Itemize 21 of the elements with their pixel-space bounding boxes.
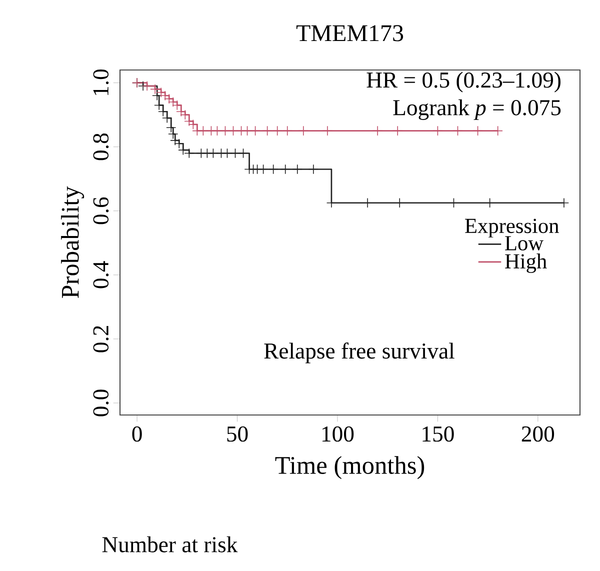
y-tick-label: 0.0 [93, 390, 109, 416]
annotation: Relapse free survival [264, 342, 454, 364]
chart-title: TMEM173 [296, 25, 404, 42]
legend-label: Low [505, 236, 544, 250]
x-tick-label: 150 [422, 426, 454, 442]
x-tick-label: 50 [227, 426, 248, 442]
x-tick-label: 200 [522, 426, 554, 442]
x-tick-label: 100 [322, 426, 354, 442]
annotation: Logrank p = 0.075 [393, 99, 561, 120]
legend-label: High [505, 254, 547, 273]
y-tick-label: 0.2 [93, 326, 109, 352]
text: Number at risk [102, 536, 238, 552]
legend-title: Expression [465, 218, 559, 238]
annotation: HR = 0.5 (0.23–1.09) [366, 72, 560, 92]
x-tick-label: 0 [132, 426, 142, 442]
y-tick-label: 1.0 [93, 69, 109, 95]
y-tick-label: 0.6 [93, 197, 109, 224]
y-axis-title: Probability [61, 186, 84, 298]
y-tick-label: 0.8 [93, 134, 109, 160]
x-axis-title: Time (months) [275, 456, 424, 480]
y-tick-label: 0.4 [93, 261, 109, 288]
